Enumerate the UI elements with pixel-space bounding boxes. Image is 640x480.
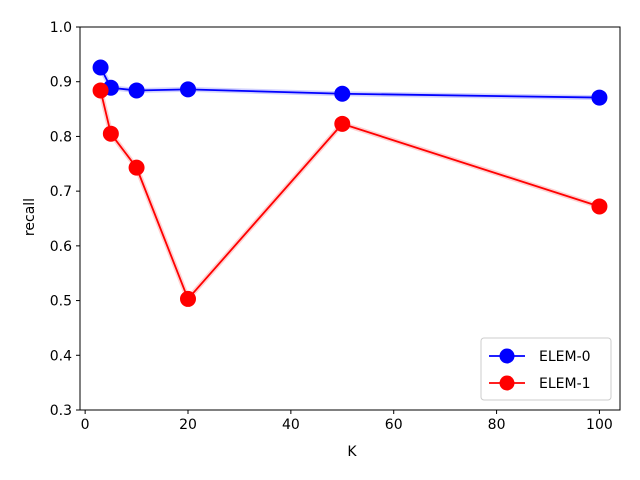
- x-tick-label-2: 40: [282, 417, 300, 433]
- axes-frame: [79, 26, 621, 411]
- x-tick-label-1: 20: [179, 417, 197, 433]
- data-point-0-5: [591, 89, 608, 106]
- data-point-1-1: [102, 125, 119, 142]
- x-axis-label: K: [347, 444, 357, 460]
- x-tick-label-0: 0: [81, 417, 90, 433]
- data-point-0-3: [180, 81, 196, 98]
- y-tick-label-2: 0.5: [50, 294, 72, 310]
- data-point-0-0: [92, 59, 109, 76]
- y-tick-label-1: 0.4: [50, 348, 72, 364]
- x-tick-label-3: 60: [385, 417, 403, 433]
- data-point-0-4: [334, 85, 351, 102]
- data-point-1-3: [180, 290, 196, 307]
- data-point-1-5: [591, 198, 608, 215]
- y-axis-label: recall: [22, 198, 38, 236]
- x-tick-label-4: 80: [488, 417, 506, 433]
- legend-marker-1: [499, 375, 515, 391]
- axes: 0 20 40 60 80 100 0.3 0.4 0.5 0.6 0.7 0.8 0.9 1.0: [50, 20, 621, 433]
- data-point-0-2: [128, 82, 145, 99]
- legend: ELEM-0 ELEM-1: [480, 337, 612, 401]
- y-tick-label-3: 0.6: [50, 239, 72, 255]
- y-tick-label-4: 0.7: [50, 184, 72, 200]
- data-point-1-2: [128, 159, 145, 176]
- legend-label-0: ELEM-0: [539, 349, 591, 365]
- data-point-1-4: [334, 115, 351, 132]
- legend-label-1: ELEM-1: [539, 376, 591, 392]
- data-point-1-0: [92, 82, 109, 99]
- y-tick-label-7: 1.0: [50, 20, 72, 36]
- y-tick-label-0: 0.3: [50, 403, 72, 419]
- legend-marker-0: [499, 348, 515, 364]
- y-tick-label-6: 0.9: [50, 75, 72, 91]
- plot-area: [92, 59, 608, 307]
- x-tick-label-5: 100: [586, 417, 613, 433]
- y-tick-label-5: 0.8: [50, 129, 72, 145]
